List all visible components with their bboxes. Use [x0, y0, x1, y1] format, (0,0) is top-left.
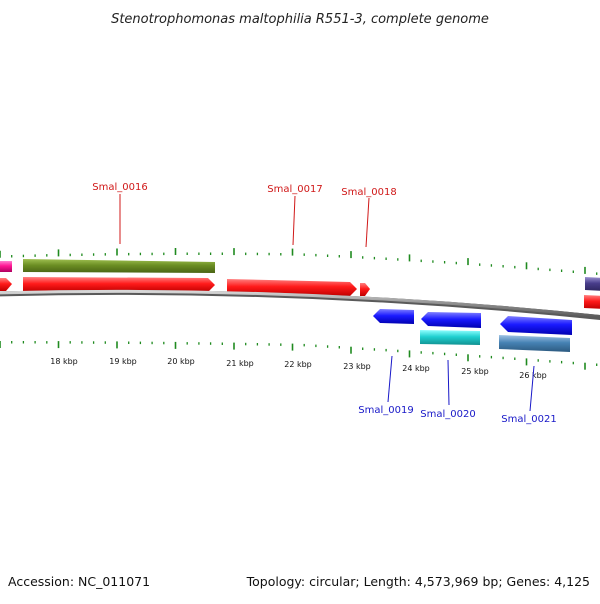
gene-label-smal-0021[interactable]: Smal_0021: [501, 414, 556, 425]
forward-strand-features: [0, 259, 600, 309]
tick-label-25kbp: 25 kbp: [461, 367, 489, 376]
cds-arrow-smal-0017[interactable]: [227, 279, 357, 296]
feature-olive-smal-0016[interactable]: [23, 259, 215, 273]
tick-label-24kbp: 24 kbp: [402, 364, 430, 373]
outer-tick-ring: [0, 248, 598, 275]
forward-gene-labels: Smal_0016 Smal_0017 Smal_0018: [92, 182, 397, 248]
leader-smal-0020: [447, 359, 450, 406]
tick-label-19kbp: 19 kbp: [109, 357, 137, 366]
kbp-tick-labels: 18 kbp 19 kbp 20 kbp 21 kbp 22 kbp 23 kb…: [50, 357, 547, 380]
map-title: Stenotrophomonas maltophilia R551-3, com…: [111, 12, 489, 27]
leader-smal-0018: [365, 197, 370, 248]
tick-label-18kbp: 18 kbp: [50, 357, 78, 366]
cds-arrow-partial-right[interactable]: [584, 295, 600, 309]
feature-cyan-smal-0020[interactable]: [420, 330, 480, 345]
inner-tick-marks: [0, 341, 598, 370]
outer-tick-marks: [0, 248, 598, 275]
cds-arrow-smal-0018[interactable]: [360, 283, 370, 296]
leader-smal-0021: [529, 365, 535, 412]
tick-label-21kbp: 21 kbp: [226, 359, 254, 368]
tick-label-20kbp: 20 kbp: [167, 357, 195, 366]
cds-arrow-smal-0019[interactable]: [373, 309, 414, 324]
tick-label-23kbp: 23 kbp: [343, 362, 371, 371]
feature-slate-partial-right[interactable]: [585, 277, 600, 291]
tick-label-22kbp: 22 kbp: [284, 360, 312, 369]
gene-label-smal-0017[interactable]: Smal_0017: [267, 184, 322, 195]
genome-summary-text: Topology: circular; Length: 4,573,969 bp…: [246, 574, 590, 589]
gene-label-smal-0020[interactable]: Smal_0020: [420, 409, 475, 420]
accession-text: Accession: NC_011071: [8, 574, 150, 589]
gene-label-smal-0018[interactable]: Smal_0018: [341, 187, 396, 198]
cds-arrow-smal-0016[interactable]: [23, 277, 215, 292]
gene-label-smal-0016[interactable]: Smal_0016: [92, 182, 147, 193]
reverse-strand-features: [373, 309, 572, 352]
gene-label-smal-0019[interactable]: Smal_0019: [358, 405, 413, 416]
cds-arrow-smal-0021[interactable]: [500, 316, 572, 335]
leader-smal-0019: [387, 355, 393, 403]
feature-steel-smal-0021[interactable]: [499, 335, 570, 352]
reverse-gene-labels: Smal_0019 Smal_0020 Smal_0021: [358, 355, 557, 425]
leader-smal-0017: [292, 195, 296, 246]
cds-arrow-partial-left[interactable]: [0, 278, 12, 291]
feature-magenta-partial[interactable]: [0, 261, 12, 272]
cds-arrow-smal-0020[interactable]: [421, 312, 481, 328]
genome-backbone: [0, 289, 600, 318]
